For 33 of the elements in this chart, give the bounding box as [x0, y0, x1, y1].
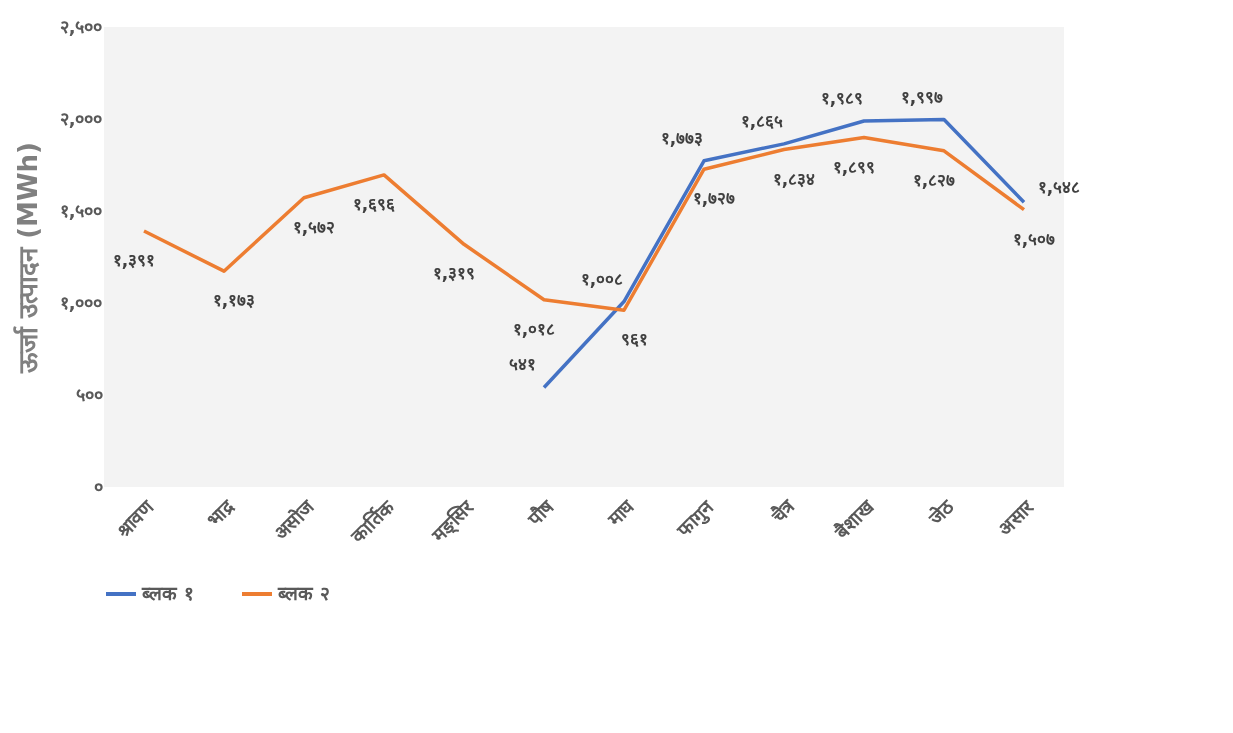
data-label: १,००८ — [580, 268, 624, 289]
y-axis-title: ऊर्जा उत्पादन (MWh) — [12, 142, 43, 374]
x-tick-label: भाद्र — [202, 494, 239, 531]
data-label: १,९९७ — [900, 86, 944, 107]
y-tick-label: ५०० — [75, 383, 103, 405]
data-label: १,८२७ — [912, 169, 956, 190]
data-label: १,५४८ — [1037, 177, 1081, 198]
x-tick-label: माघ — [602, 494, 639, 531]
data-label: १,७७३ — [660, 127, 704, 148]
data-label: १,०१८ — [512, 318, 556, 339]
data-label: १,८३४ — [772, 168, 816, 189]
data-label: १,३९१ — [112, 250, 156, 271]
data-label: १,६९६ — [352, 193, 396, 214]
data-label: १,१७३ — [212, 290, 256, 311]
data-label: १,८६५ — [740, 110, 784, 131]
data-label: १,७२७ — [692, 188, 736, 209]
x-tick-label: चैत्र — [766, 493, 800, 528]
y-tick-label: १,००० — [59, 291, 103, 313]
legend-label: ब्लक २ — [277, 582, 330, 604]
y-tick-label: ० — [93, 475, 103, 497]
x-tick-label: पौष — [522, 494, 559, 531]
data-label: ५४१ — [508, 354, 536, 375]
data-label: १,५७२ — [292, 216, 336, 237]
data-label: १,३१९ — [432, 263, 476, 284]
data-label: १,९८९ — [820, 88, 864, 109]
data-label: ९६१ — [620, 329, 648, 350]
y-tick-label: २,५०० — [59, 15, 103, 37]
legend-label: ब्लक १ — [141, 582, 194, 604]
data-label: १,८९९ — [832, 156, 876, 177]
data-label: १,५०७ — [1012, 228, 1056, 249]
x-tick-label: जेठ — [923, 494, 959, 530]
y-tick-label: १,५०० — [59, 199, 103, 221]
y-tick-label: २,००० — [59, 107, 103, 129]
